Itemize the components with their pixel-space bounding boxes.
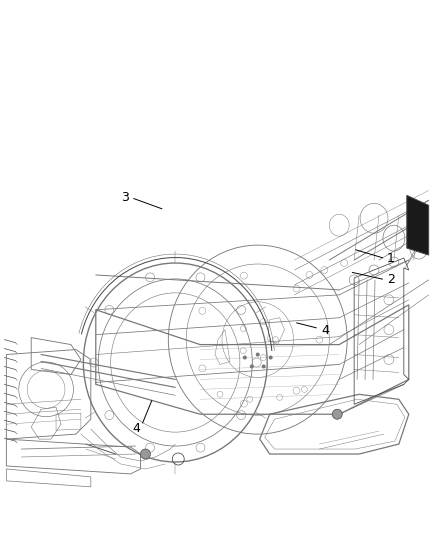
Circle shape [332, 409, 342, 419]
Text: 3: 3 [121, 191, 129, 204]
Circle shape [262, 365, 266, 368]
Text: 2: 2 [387, 273, 395, 286]
Circle shape [268, 356, 273, 360]
Circle shape [256, 352, 260, 357]
Text: 4: 4 [321, 324, 329, 337]
Circle shape [250, 365, 254, 368]
Text: 4: 4 [132, 422, 140, 435]
Circle shape [243, 356, 247, 360]
Text: 1: 1 [387, 252, 395, 265]
Circle shape [141, 449, 150, 459]
Polygon shape [407, 196, 429, 255]
